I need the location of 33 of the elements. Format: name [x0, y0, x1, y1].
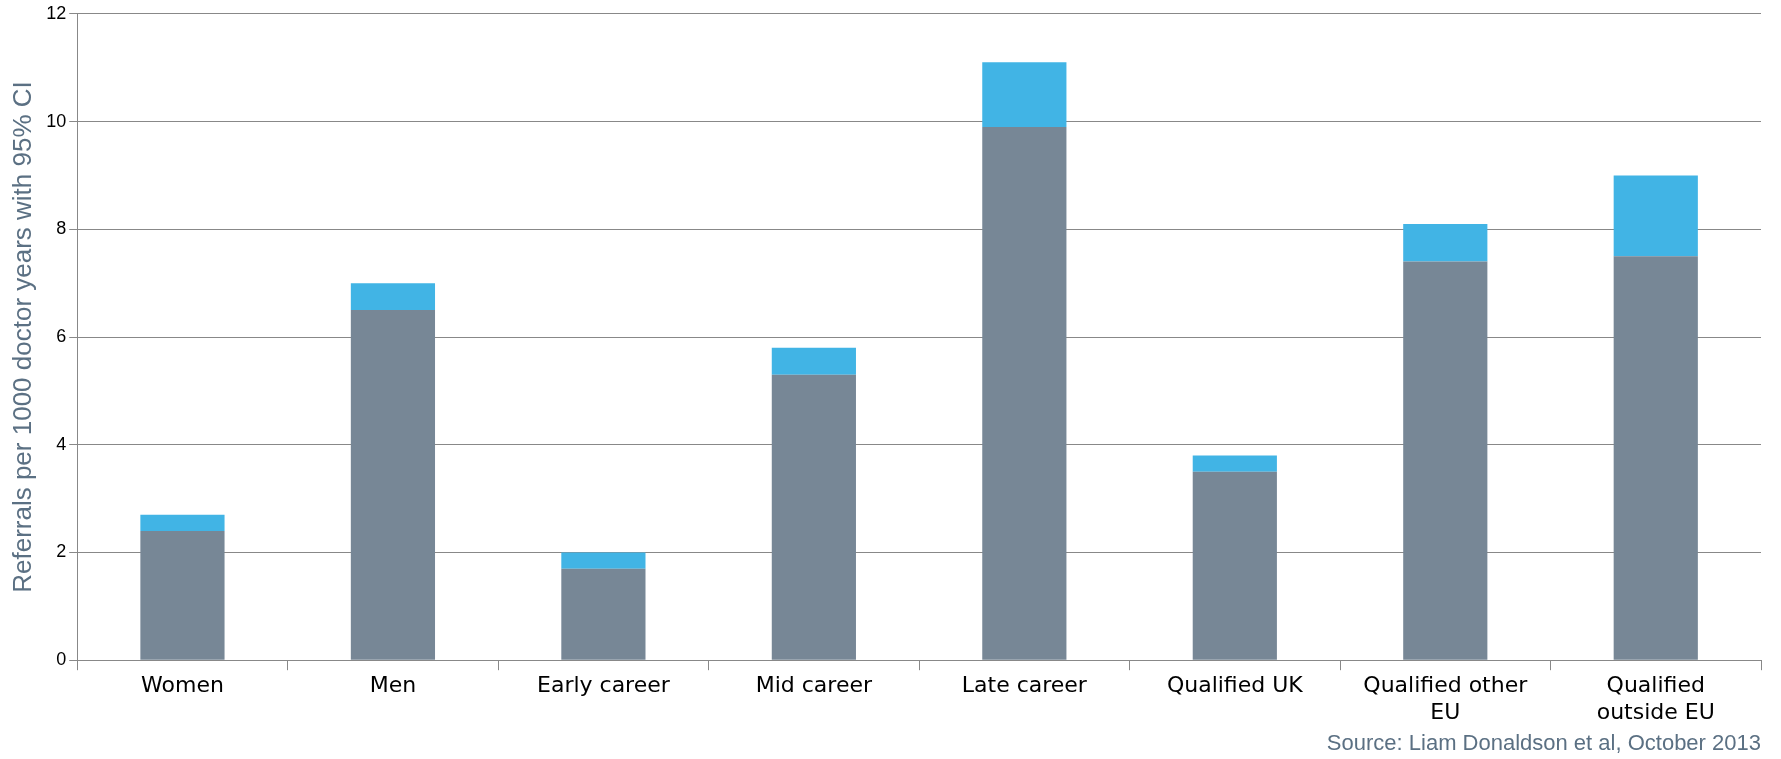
y-tick-label: 12: [46, 2, 67, 23]
bar: [140, 530, 225, 660]
bar: [982, 62, 1067, 127]
bar: [1192, 471, 1277, 660]
y-tick-label: 10: [46, 110, 67, 131]
x-tick-label: Mid career: [755, 672, 873, 698]
y-axis-title: Referrals per 1000 doctor years with 95% CI: [6, 81, 37, 593]
y-tick-label: 4: [56, 433, 67, 454]
bar: [1403, 261, 1488, 660]
y-tick-label: 2: [56, 541, 67, 562]
bar: [350, 310, 436, 660]
bar: [561, 568, 646, 660]
source-note: Source: Liam Donaldson et al, October 2013: [1326, 730, 1761, 756]
x-tick-label: Women: [141, 672, 224, 698]
x-tick-label: Men: [369, 672, 417, 698]
bar: [771, 347, 856, 375]
x-tick-label: Late career: [961, 672, 1088, 698]
bar: [350, 283, 436, 311]
bar: [1192, 455, 1277, 472]
x-tick-label: Qualified UK: [1166, 672, 1304, 698]
bar: [1403, 223, 1488, 262]
x-tick-label: Qualified other EU: [1363, 672, 1529, 724]
bar: [140, 514, 225, 531]
bar: [771, 374, 856, 660]
bar: [982, 126, 1067, 660]
y-tick-label: 0: [56, 649, 67, 670]
bar: [561, 552, 646, 569]
y-tick-label: 8: [56, 218, 67, 239]
y-tick-label: 6: [56, 325, 67, 346]
x-tick-label: Early career: [537, 672, 671, 698]
bar: [1613, 175, 1698, 257]
bar: [1613, 256, 1698, 660]
x-tick-label: Qualified outside EU: [1596, 672, 1715, 724]
